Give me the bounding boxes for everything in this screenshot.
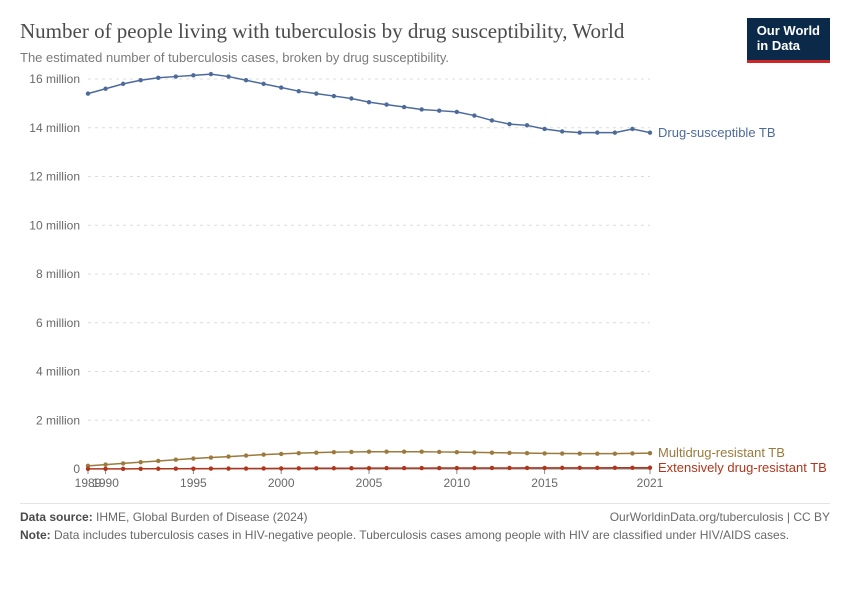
svg-text:1990: 1990 — [92, 476, 119, 490]
chart-subtitle: The estimated number of tuberculosis cas… — [20, 50, 624, 65]
note-value: Data includes tuberculosis cases in HIV-… — [54, 528, 789, 542]
svg-text:4 million: 4 million — [36, 365, 80, 379]
logo-line-2: in Data — [757, 39, 820, 54]
chart-container: Number of people living with tuberculosi… — [0, 0, 850, 600]
header-row: Number of people living with tuberculosi… — [20, 18, 830, 65]
owid-logo: Our World in Data — [747, 18, 830, 63]
svg-text:2000: 2000 — [268, 476, 295, 490]
footer-row: Data source: IHME, Global Burden of Dise… — [20, 510, 830, 524]
svg-text:10 million: 10 million — [29, 219, 80, 233]
svg-text:0: 0 — [73, 462, 80, 476]
chart-area: 0 2 million 4 million 6 million 8 million 10 … — [20, 69, 830, 499]
svg-text:16 million: 16 million — [29, 72, 80, 86]
note-label: Note: — [20, 528, 51, 542]
series-label: Extensively drug-resistant TB — [658, 460, 827, 475]
title-block: Number of people living with tuberculosi… — [20, 18, 624, 65]
svg-text:2 million: 2 million — [36, 414, 80, 428]
chart-footer: Data source: IHME, Global Burden of Dise… — [20, 503, 830, 544]
svg-text:8 million: 8 million — [36, 267, 80, 281]
svg-text:6 million: 6 million — [36, 316, 80, 330]
series-label: Drug-susceptible TB — [658, 125, 776, 140]
logo-line-1: Our World — [757, 24, 820, 39]
svg-text:2021: 2021 — [637, 476, 664, 490]
svg-text:2015: 2015 — [531, 476, 558, 490]
svg-text:14 million: 14 million — [29, 121, 80, 135]
data-source-value: IHME, Global Burden of Disease (2024) — [96, 510, 307, 524]
series-label: Multidrug-resistant TB — [658, 445, 785, 460]
data-source-label: Data source: — [20, 510, 93, 524]
svg-text:2005: 2005 — [356, 476, 383, 490]
svg-text:2010: 2010 — [443, 476, 470, 490]
chart-title: Number of people living with tuberculosi… — [20, 18, 624, 44]
footer-data-source: Data source: IHME, Global Burden of Dise… — [20, 510, 307, 524]
footer-attribution: OurWorldinData.org/tuberculosis | CC BY — [610, 510, 830, 524]
svg-text:1995: 1995 — [180, 476, 207, 490]
svg-text:12 million: 12 million — [29, 170, 80, 184]
footer-note: Note: Data includes tuberculosis cases i… — [20, 528, 830, 544]
